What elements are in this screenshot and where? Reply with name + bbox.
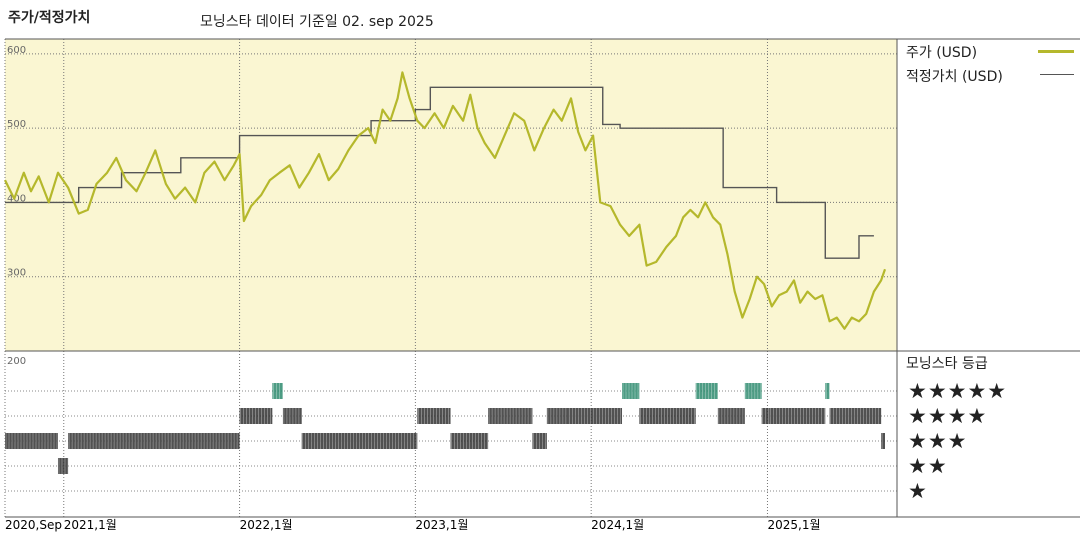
x-tick-label: 2021,1월 (64, 518, 117, 532)
y-tick-label: 200 (7, 356, 26, 367)
rating-bar-fill (272, 383, 283, 399)
price-line (4, 71, 887, 330)
x-tick-labels: 2020,Sep 2021,1월 2022,1월 2023,1월 2024,1월 2025… (5, 518, 821, 532)
rating-bar-5-star (744, 383, 762, 399)
chart-subtitle: 모닝스타 데이터 기준일 02. sep 2025 (200, 14, 434, 30)
rating-bar-fill (695, 383, 718, 399)
rating-bar-fill (568, 408, 623, 424)
rating-bar-5-star (622, 383, 640, 399)
rating-bar-fill (5, 433, 58, 449)
rating-bar-5-star (272, 383, 283, 399)
rating-bar-3-star (450, 433, 489, 449)
x-tick-label: 2024,1월 (591, 518, 644, 532)
rating-bar-fill (68, 433, 240, 449)
rating-bar-3-star (5, 433, 58, 449)
rating-bar-fill (239, 408, 273, 424)
chart-frame (5, 38, 1080, 518)
rating-bar-4-star (488, 408, 533, 424)
rating-bar-4-star (282, 408, 302, 424)
rating-bar-4-star (568, 408, 623, 424)
rating-area (5, 383, 885, 474)
y-tick-label: 400 (7, 193, 26, 204)
stars-4: ★★★★ (908, 404, 988, 428)
legend-price-swatch (1038, 50, 1074, 53)
rating-bar-3-star (881, 433, 885, 449)
rating-bar-3-star (532, 433, 547, 449)
x-tick-label: 2023,1월 (415, 518, 468, 532)
x-tick-label: 2020,Sep (5, 518, 62, 532)
stars-5: ★★★★★ (908, 379, 1008, 403)
rating-bar-fill (744, 383, 762, 399)
x-tick-label: 2022,1월 (240, 518, 293, 532)
rating-title: 모닝스타 등급 (906, 356, 988, 372)
rating-bar-4-star (639, 408, 696, 424)
chart-title: 주가/적정가치 (8, 10, 91, 26)
plot-background (5, 39, 897, 351)
legend-fair-value: 적정가치 (USD) (906, 66, 1003, 86)
rating-bar-5-star (695, 383, 719, 399)
stars-3: ★★★ (908, 429, 968, 453)
fair-value-line (5, 86, 874, 259)
y-tick-labels: 600 500 400 300 200 (7, 45, 26, 367)
rating-bar-fill (57, 458, 69, 474)
legend-fair-value-label: 적정가치 (USD) (906, 69, 1003, 85)
rating-bar-4-star (417, 408, 451, 424)
rating-bar-fill (546, 408, 569, 424)
stars-1: ★ (908, 479, 928, 503)
rating-bar-fill (622, 383, 640, 399)
rating-bar-4-star (546, 408, 569, 424)
rating-bar-5-star (825, 383, 830, 399)
legend-price-label: 주가 (USD) (906, 45, 978, 61)
series-layer (4, 71, 887, 330)
y-tick-label: 500 (7, 119, 26, 130)
rating-bar-2-star (57, 458, 69, 474)
rating-bar-4-star (829, 408, 882, 424)
rating-bar-fill (881, 433, 885, 449)
rating-bar-fill (829, 408, 882, 424)
rating-bar-4-star (239, 408, 273, 424)
rating-bar-4-star (769, 408, 826, 424)
stars-2: ★★ (908, 454, 948, 478)
y-tick-label: 600 (7, 45, 26, 56)
y-tick-label: 300 (7, 268, 26, 279)
legend-fair-value-swatch (1040, 74, 1074, 75)
x-tick-label: 2025,1월 (767, 518, 820, 532)
legend-price: 주가 (USD) (906, 42, 977, 62)
rating-bar-4-star (717, 408, 745, 424)
rating-bar-3-star (301, 433, 418, 449)
rating-bar-4-star (761, 408, 770, 424)
rating-bar-3-star (68, 433, 240, 449)
rating-bar-fill (282, 408, 302, 424)
rating-bar-fill (825, 383, 830, 399)
